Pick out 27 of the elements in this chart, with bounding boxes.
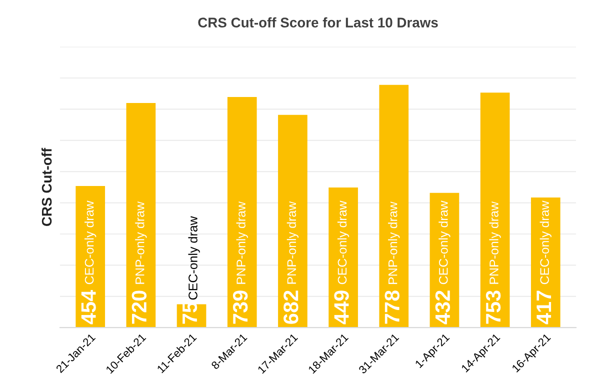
data-label: 753	[486, 290, 501, 324]
data-label: 417	[536, 290, 552, 324]
bar	[379, 84, 409, 328]
bar	[278, 114, 308, 328]
y-axis-title: CRS Cut-off	[41, 148, 52, 226]
annotation: CEC-only draw	[188, 216, 200, 300]
data-label: 720	[132, 290, 147, 324]
bar	[227, 97, 257, 328]
data-label: 739	[232, 290, 248, 324]
bar	[126, 102, 156, 328]
annotation: CEC-only draw	[337, 200, 350, 284]
data-label: 432	[435, 290, 450, 324]
annotation: CEC-only draw	[438, 200, 450, 284]
bar	[530, 197, 560, 328]
data-label: 449	[334, 290, 349, 324]
annotation: PNP-only draw	[489, 201, 501, 284]
chart-title: CRS Cut-off Score for Last 10 Draws	[198, 17, 438, 28]
annotation: PNP-only draw	[388, 202, 400, 284]
annotation: PNP-only draw	[286, 201, 299, 284]
annotation: CEC-only draw	[84, 200, 96, 284]
annotation: PNP-only draw	[236, 201, 248, 284]
annotation: CEC-only draw	[540, 200, 552, 284]
data-label: 778	[384, 290, 400, 324]
annotation: PNP-only draw	[135, 201, 147, 284]
data-label: 682	[284, 290, 298, 324]
bar	[480, 92, 510, 328]
data-label: 454	[81, 290, 96, 324]
